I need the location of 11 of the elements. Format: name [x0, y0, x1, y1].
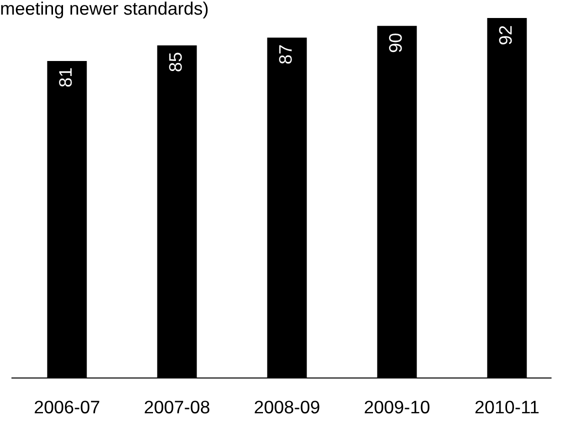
- data-label: 92: [499, 26, 512, 44]
- x-tick-label: 2010-11: [475, 400, 539, 414]
- x-tick-label: 2006-07: [34, 400, 100, 414]
- x-tick-label: 2008-09: [254, 400, 320, 414]
- data-label: 87: [279, 45, 292, 64]
- data-label: 85: [169, 52, 182, 72]
- data-label: 81: [59, 68, 72, 87]
- chart-title: meeting newer standards): [1, 2, 208, 18]
- x-tick-label: 2007-08: [144, 400, 210, 414]
- x-tick-label: 2009-10: [364, 400, 430, 414]
- data-label: 90: [389, 34, 402, 52]
